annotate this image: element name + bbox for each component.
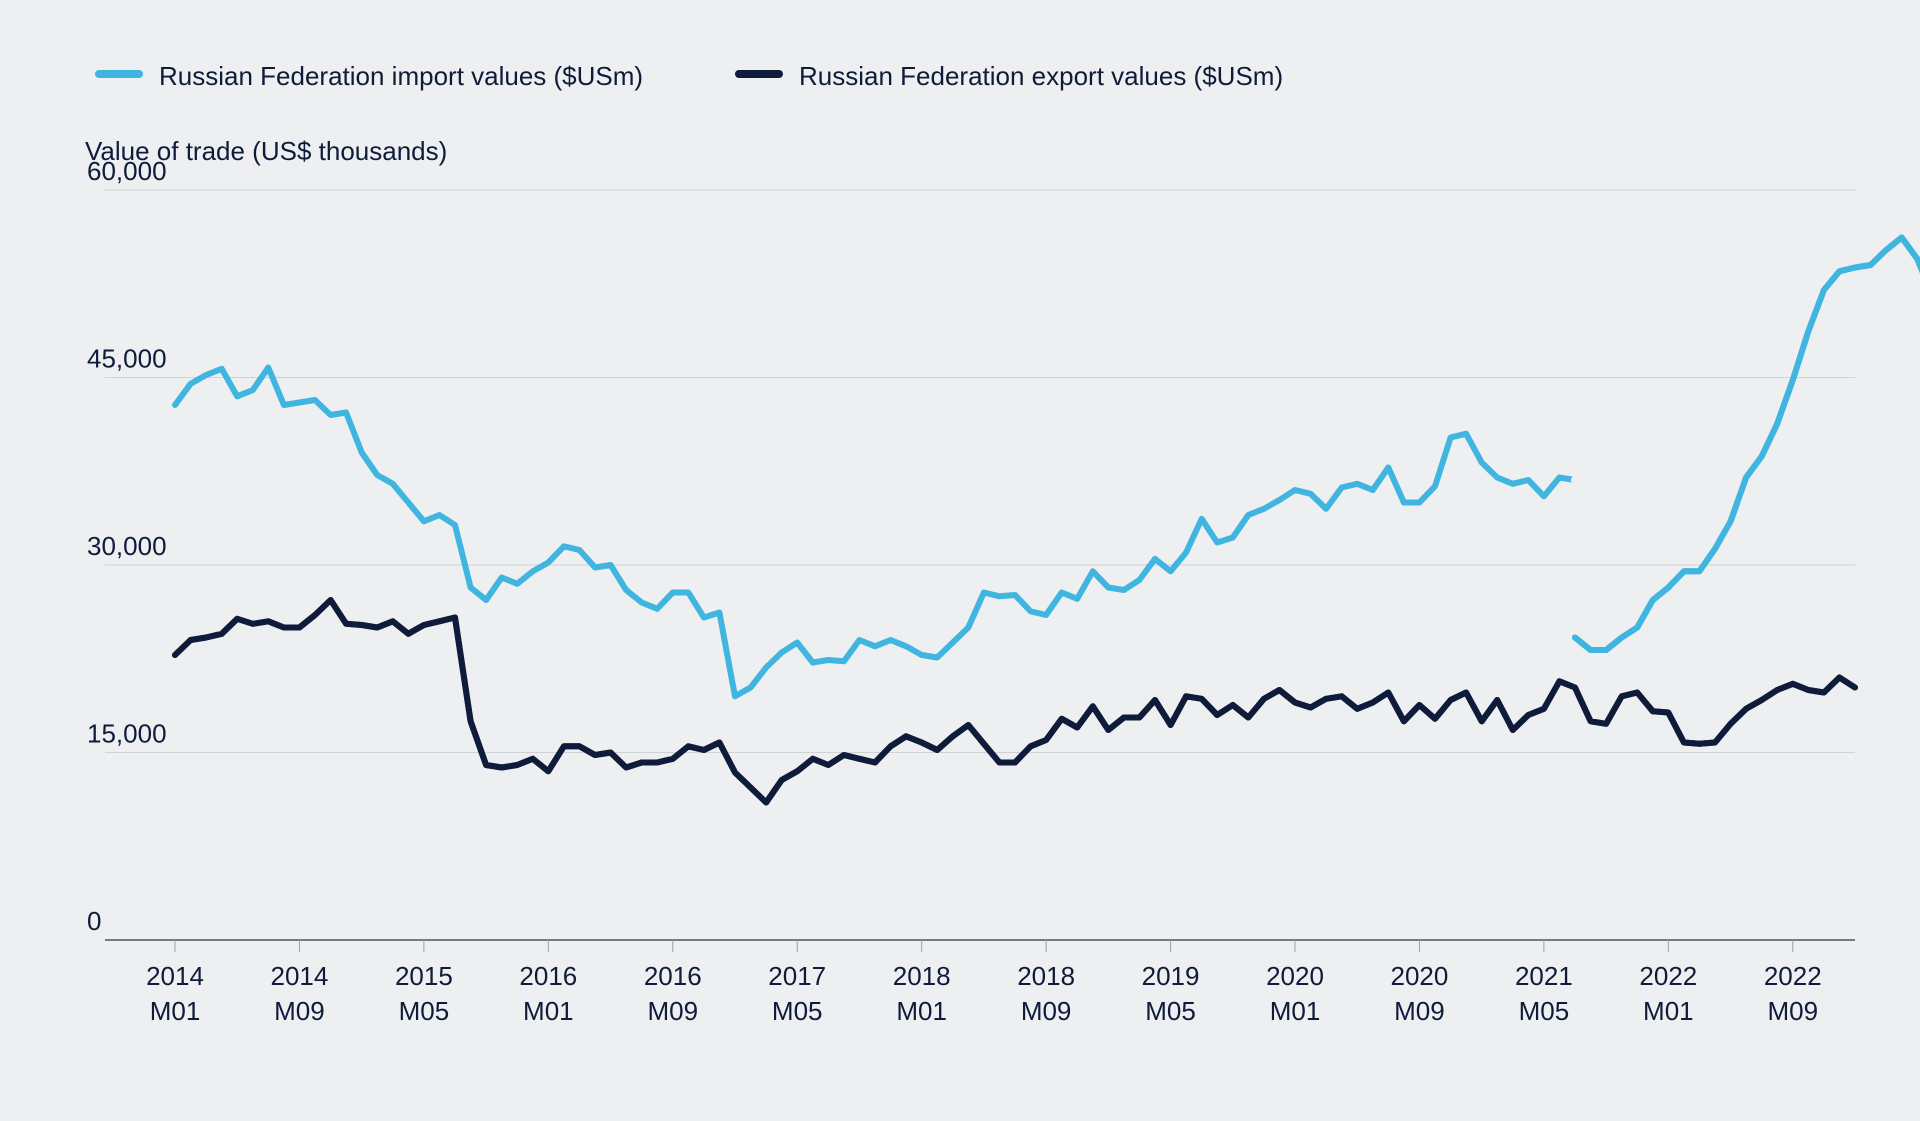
x-tick-label-month: M01 [896, 996, 947, 1026]
series-imports_late-top [1575, 238, 1920, 651]
x-tick-label-month: M01 [1643, 996, 1694, 1026]
x-tick-label-month: M01 [523, 996, 574, 1026]
x-tick-label-month: M09 [1394, 996, 1445, 1026]
x-tick-label-year: 2016 [519, 961, 577, 991]
x-tick-label-month: M05 [1145, 996, 1196, 1026]
x-tick-label-year: 2016 [644, 961, 702, 991]
x-tick-label-year: 2020 [1266, 961, 1324, 991]
x-tick-label-year: 2014 [146, 961, 204, 991]
legend-label: Russian Federation import values ($USm) [159, 61, 643, 91]
x-tick-label-year: 2018 [893, 961, 951, 991]
y-tick-label: 0 [87, 906, 101, 936]
series-imports_late [1575, 238, 1920, 651]
x-tick-label-month: M01 [1270, 996, 1321, 1026]
x-tick-label-month: M01 [150, 996, 201, 1026]
x-tick-label-year: 2021 [1515, 961, 1573, 991]
x-tick-label-year: 2022 [1639, 961, 1697, 991]
series-exports-top [175, 600, 1855, 803]
x-tick-label-month: M09 [274, 996, 325, 1026]
trade-line-chart: 015,00030,00045,00060,000Value of trade … [0, 0, 1920, 1121]
x-tick-label-year: 2018 [1017, 961, 1075, 991]
y-tick-label: 45,000 [87, 344, 167, 374]
x-tick-label-year: 2020 [1391, 961, 1449, 991]
x-tick-label-year: 2015 [395, 961, 453, 991]
x-tick-label-month: M09 [1767, 996, 1818, 1026]
x-tick-label-month: M09 [647, 996, 698, 1026]
legend-swatch [735, 70, 783, 78]
legend-swatch [95, 70, 143, 78]
y-axis-title: Value of trade (US$ thousands) [85, 136, 447, 166]
x-tick-label-year: 2022 [1764, 961, 1822, 991]
y-tick-label: 15,000 [87, 719, 167, 749]
x-tick-label-month: M05 [772, 996, 823, 1026]
y-tick-label: 30,000 [87, 531, 167, 561]
x-tick-label-year: 2014 [271, 961, 329, 991]
x-tick-label-month: M05 [1519, 996, 1570, 1026]
x-tick-label-year: 2017 [768, 961, 826, 991]
series-exports [175, 600, 1855, 803]
x-tick-label-year: 2019 [1142, 961, 1200, 991]
legend-label: Russian Federation export values ($USm) [799, 61, 1283, 91]
x-tick-label-month: M09 [1021, 996, 1072, 1026]
x-tick-label-month: M05 [399, 996, 450, 1026]
